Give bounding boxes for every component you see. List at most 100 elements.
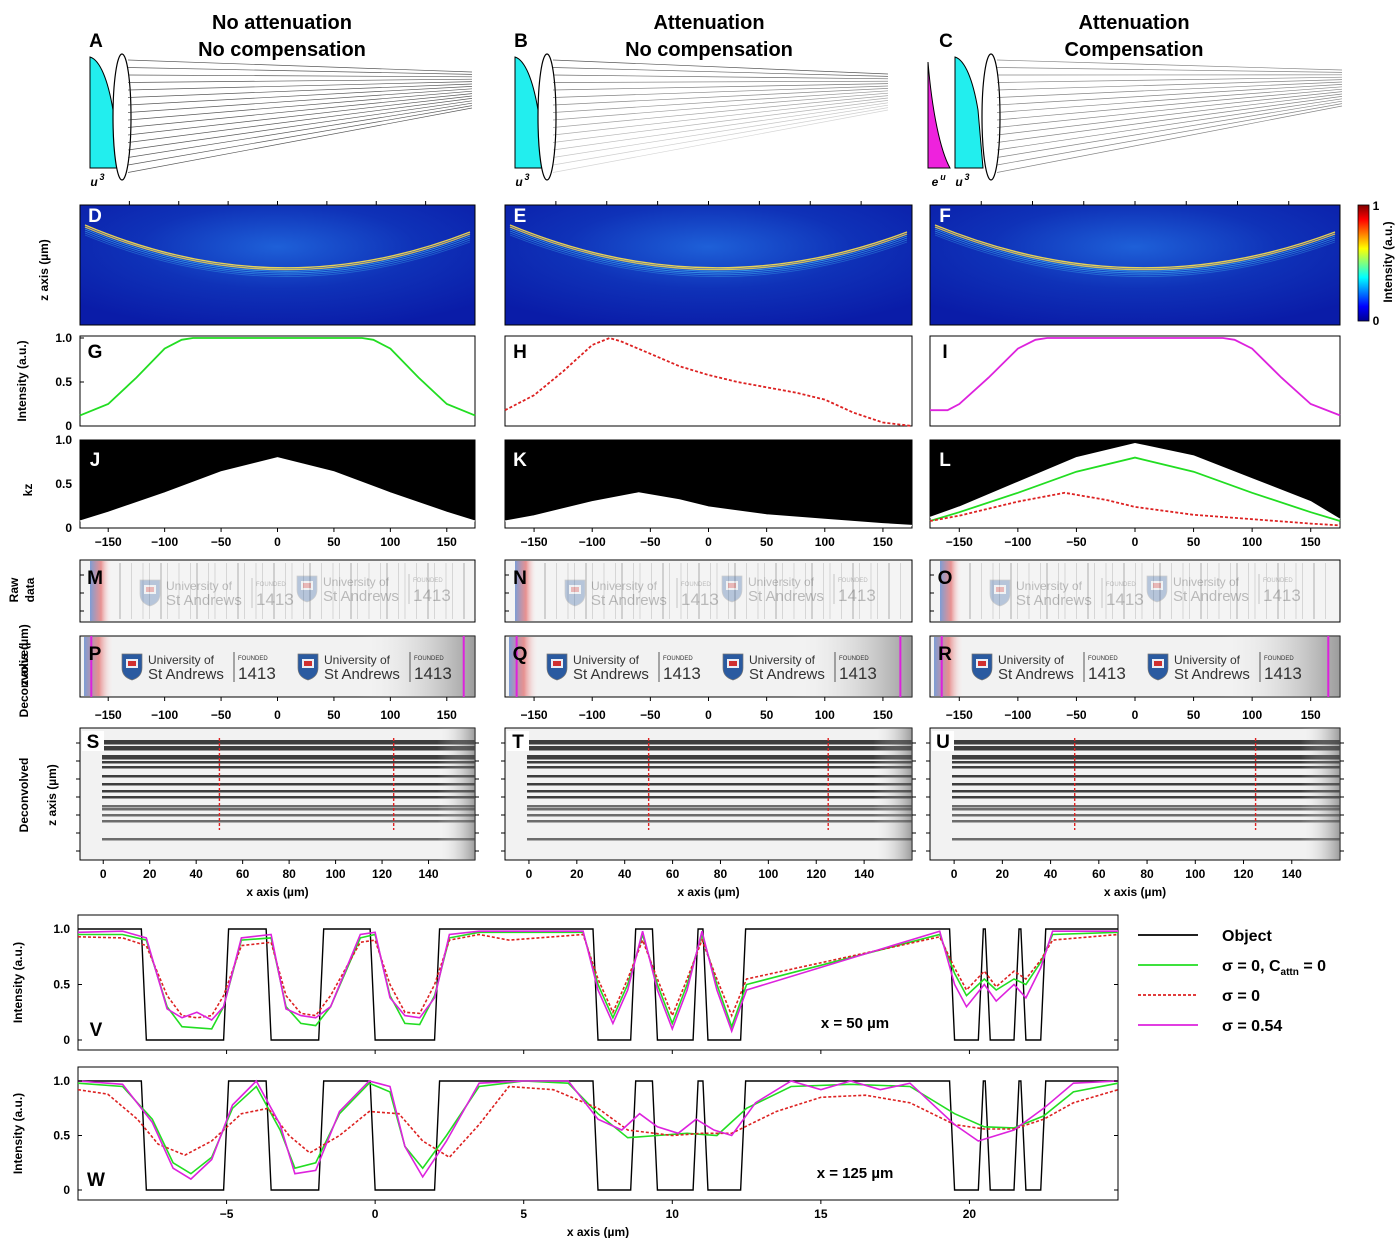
kz-panel-K: K −150 −100 −50 0 50 100 150 (504, 439, 913, 549)
panel-label-O: O (938, 568, 953, 589)
colorbar-max-label: 1 (1373, 199, 1380, 213)
logo-st-andrews: St Andrews (591, 592, 667, 609)
z-axis-label-beam: z axis (µm) (37, 239, 51, 301)
x-tick-label: 40 (1044, 867, 1058, 881)
ray (127, 78, 473, 83)
intensity-panel-H: H (504, 335, 913, 427)
x-tick-label: 80 (1140, 867, 1154, 881)
grating-edge-shade (348, 728, 475, 860)
amplitude-profile-exponent: 3 (99, 172, 104, 182)
x-tick-label: −150 (946, 708, 973, 722)
raw-image (929, 559, 1341, 623)
y-tick-label: 0 (65, 521, 72, 535)
ray (996, 100, 1343, 158)
grating-line (952, 808, 1340, 811)
panel-label-N: N (513, 568, 527, 589)
grating-panel-T: T 0 20 40 60 80 100 120 140 x axis (µm) (501, 727, 916, 899)
amplitude-profile-exponent: 3 (524, 172, 529, 182)
beam-background (929, 204, 1341, 326)
grating-line (527, 755, 912, 760)
grating-line (527, 808, 912, 811)
logo-university-of: University of (749, 653, 816, 667)
beam-caustic-line (84, 226, 471, 271)
grating-line (952, 820, 1340, 823)
shield-emblem (726, 581, 738, 590)
ray (552, 107, 889, 166)
ray (552, 97, 889, 136)
intensity-series-line (79, 337, 476, 417)
y-tick-label: 1.0 (53, 1074, 70, 1088)
grating-line (102, 814, 475, 817)
x-tick-label: 60 (1092, 867, 1106, 881)
grating-line (102, 808, 475, 811)
x-tick-label: 120 (1234, 867, 1254, 881)
kz-axis-label: kz (21, 484, 35, 497)
logo-st-andrews: St Andrews (1173, 588, 1249, 605)
beam-caustic-line (509, 224, 908, 269)
position-annotation: x = 50 µm (821, 1015, 889, 1032)
x-tick-label: 0 (100, 867, 107, 881)
kz-panel-J: J 0 0.5 1.0 −150 −100 −50 0 50 100 150 (55, 433, 476, 549)
panel-label-S: S (87, 732, 100, 753)
grating-line (102, 820, 475, 823)
beam-caustic-line (934, 226, 1336, 271)
shield-lion (553, 661, 561, 666)
shield-lion (146, 587, 154, 592)
logo-st-andrews: St Andrews (749, 666, 825, 683)
x-axis-label: x axis (µm) (677, 885, 739, 899)
ray (552, 90, 889, 113)
x-axis-label-profiles: x axis (µm) (567, 1225, 629, 1238)
legend-label: Object (1222, 928, 1272, 945)
y-tick-label: 1.0 (53, 922, 70, 936)
panel-label-A: A (89, 31, 103, 52)
colorbar-title: Intensity (a.u.) (1381, 221, 1395, 302)
beam-caustic-line (84, 224, 471, 269)
beam-caustic-line (84, 228, 471, 272)
ray (127, 100, 473, 151)
logo-founded: FOUNDED (839, 656, 869, 662)
x-tick-label: 50 (1187, 535, 1201, 549)
y-tick-label: 1.0 (55, 331, 72, 345)
logo-year: 1413 (1106, 590, 1144, 609)
panel-label-bg (932, 731, 954, 751)
ray (127, 81, 473, 91)
shield-icon (564, 579, 586, 607)
ray (552, 109, 889, 173)
kz-overlay-line (929, 456, 1341, 522)
beam-caustic-line (84, 230, 471, 274)
x-tick-label: 100 (1185, 867, 1205, 881)
panel-label-L: L (939, 450, 951, 471)
grating-panel-U: U 0 20 40 60 80 100 120 140 x axis (µm) (926, 727, 1344, 899)
logo-year: 1413 (838, 586, 876, 605)
position-annotation: x = 125 µm (817, 1165, 894, 1182)
amplitude-profile-label: u (515, 175, 523, 189)
z-axis-label-grating: z axis (µm) (45, 764, 59, 826)
x-tick-label: 50 (1187, 708, 1201, 722)
shield-lion (729, 661, 737, 666)
beam-panel-E: E (504, 201, 913, 326)
intensity-axis-label: Intensity (a.u.) (11, 942, 25, 1023)
grating-line (527, 838, 912, 841)
panel-label-Q: Q (513, 644, 528, 665)
ray (127, 98, 473, 143)
x-tick-label: 0 (372, 1207, 379, 1221)
beam-caustic-line (84, 234, 471, 277)
x-tick-label: 140 (854, 867, 874, 881)
x-tick-label: 20 (143, 867, 157, 881)
panel-label-I: I (942, 342, 947, 363)
x-tick-label: 80 (714, 867, 728, 881)
logo-st-andrews: St Andrews (148, 666, 224, 683)
grating-line (952, 766, 1340, 769)
x-tick-label: 50 (327, 535, 341, 549)
ray (996, 86, 1343, 113)
attenuation-profile-exponent: u (940, 172, 946, 182)
grating-line (952, 740, 1340, 745)
profile-legend: Object σ = 0, Cattn = 0 σ = 0 σ = 0.54 (1138, 928, 1326, 1035)
ray (552, 102, 889, 151)
deconv-edge-tint (84, 637, 114, 696)
shield-lion (128, 661, 136, 666)
